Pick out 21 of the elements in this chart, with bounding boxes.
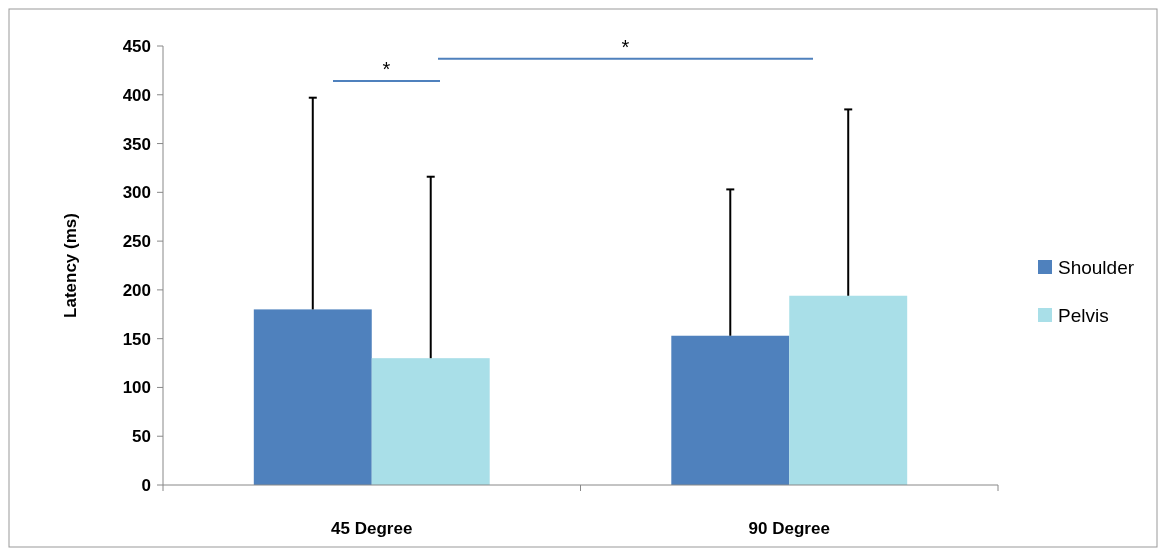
legend-label: Shoulder [1058, 256, 1135, 278]
bar [371, 358, 490, 485]
annotation: * [382, 58, 391, 81]
y-tick-label: 50 [132, 427, 151, 447]
y-tick-label: 0 [141, 475, 151, 495]
y-axis-title: Latency (ms) [61, 213, 80, 318]
y-tick-label: 100 [122, 378, 151, 398]
bar [671, 335, 790, 485]
bar [789, 295, 908, 485]
y-tick-label: 450 [122, 36, 151, 56]
x-tick-label: 90 Degree [748, 519, 830, 538]
y-tick-label: 300 [122, 183, 151, 203]
bar [253, 309, 372, 485]
y-tick-label: 400 [122, 85, 151, 105]
annotation: * [621, 35, 630, 58]
y-tick-label: 250 [122, 232, 151, 252]
y-tick-label: 150 [122, 329, 151, 349]
legend-label: Pelvis [1058, 304, 1109, 326]
x-tick-label: 45 Degree [331, 519, 413, 538]
y-tick-label: 200 [122, 280, 151, 300]
y-tick-label: 350 [122, 134, 151, 154]
